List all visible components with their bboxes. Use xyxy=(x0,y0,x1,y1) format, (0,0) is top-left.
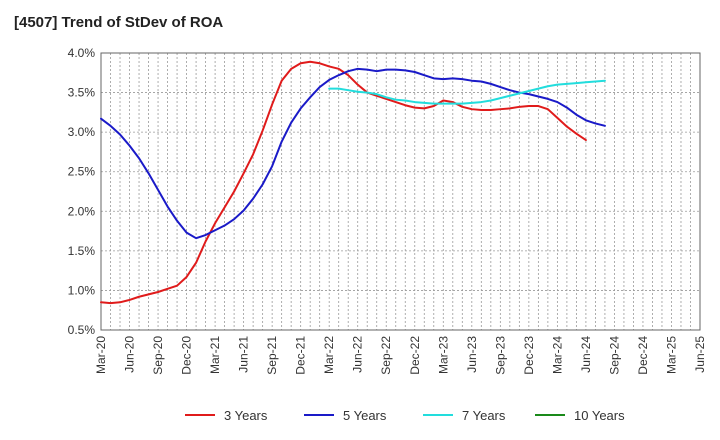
legend-label: 7 Years xyxy=(462,408,506,423)
series-line-7-years xyxy=(328,79,606,105)
y-tick-label: 3.5% xyxy=(68,86,96,100)
x-tick-label: Mar-25 xyxy=(664,336,678,374)
x-tick-label: Mar-24 xyxy=(550,336,564,374)
x-tick-label: Mar-21 xyxy=(208,336,222,374)
plot-frame xyxy=(100,52,701,331)
series-lines xyxy=(100,60,606,305)
y-tick-label: 4.0% xyxy=(68,46,96,60)
legend-label: 10 Years xyxy=(574,408,625,423)
axes: 0.5% 1.0% 1.5% 2.0% 2.5% 3.0% 3.5% 4.0% Mar-20 Ju… xyxy=(68,46,707,375)
legend: 3 Years 5 Years 7 Years 10 Years xyxy=(185,408,625,423)
y-tick-label: 1.5% xyxy=(68,244,96,258)
x-tick-label: Sep-22 xyxy=(379,336,393,375)
x-tick-label: Jun-23 xyxy=(465,336,479,373)
x-tick-label: Dec-20 xyxy=(180,336,194,375)
y-tick-label: 3.0% xyxy=(68,125,96,139)
x-tick-label: Mar-23 xyxy=(436,336,450,374)
x-tick-label: Sep-24 xyxy=(607,336,621,375)
x-tick-label: Mar-22 xyxy=(322,336,336,374)
x-tick-label: Dec-22 xyxy=(408,336,422,375)
x-tick-label: Jun-22 xyxy=(351,336,365,373)
y-tick-label: 1.0% xyxy=(68,283,96,297)
y-tick-label: 2.5% xyxy=(68,165,96,179)
grid xyxy=(100,52,701,331)
x-tick-label: Dec-24 xyxy=(636,336,650,375)
x-tick-label: Jun-25 xyxy=(693,336,707,373)
chart-title: [4507] Trend of StDev of ROA xyxy=(14,14,224,31)
x-tick-label: Dec-23 xyxy=(522,336,536,375)
x-tick-label: Sep-23 xyxy=(493,336,507,375)
legend-label: 5 Years xyxy=(343,408,387,423)
series-line-3-years xyxy=(100,60,587,305)
plot-area xyxy=(101,53,700,330)
y-tick-label: 0.5% xyxy=(68,323,96,337)
x-tick-label: Jun-20 xyxy=(123,336,137,373)
x-tick-label: Sep-21 xyxy=(265,336,279,375)
x-tick-label: Jun-21 xyxy=(237,336,251,373)
x-tick-label: Mar-20 xyxy=(94,336,108,374)
legend-label: 3 Years xyxy=(224,408,268,423)
x-tick-label: Sep-20 xyxy=(151,336,165,375)
x-tick-label: Jun-24 xyxy=(579,336,593,373)
x-tick-label: Dec-21 xyxy=(294,336,308,375)
y-tick-label: 2.0% xyxy=(68,204,96,218)
